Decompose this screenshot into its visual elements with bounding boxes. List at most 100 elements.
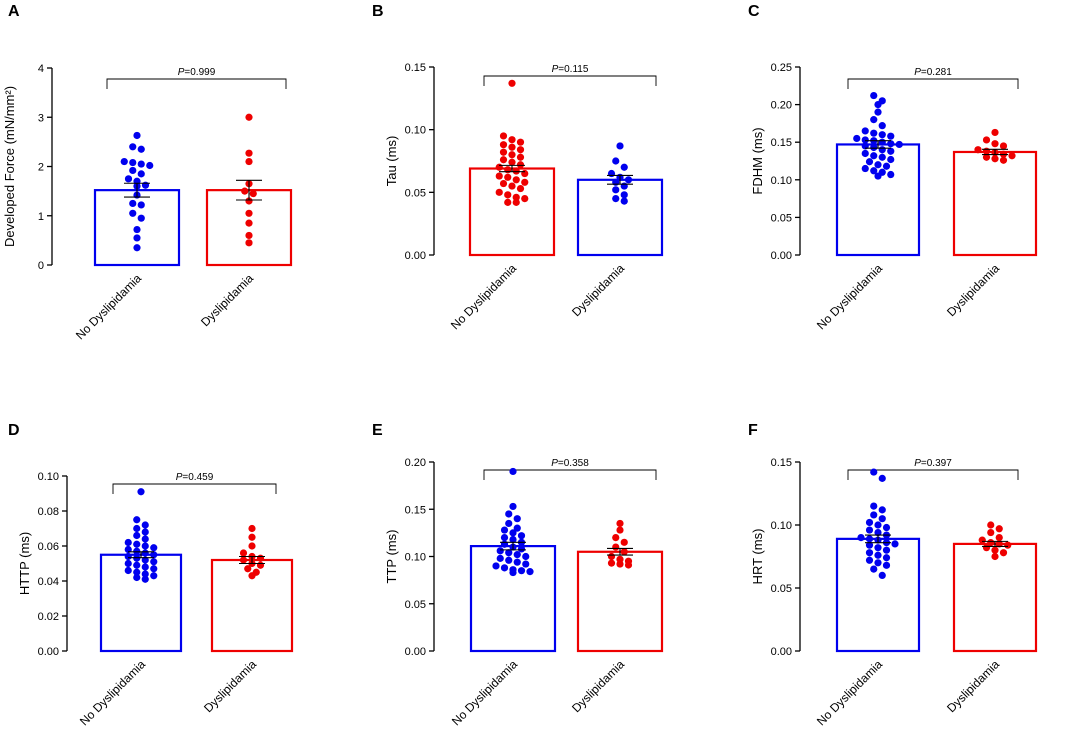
data-point — [508, 158, 516, 166]
data-point — [620, 197, 628, 205]
data-point — [612, 543, 620, 551]
y-tick-label: 0.10 — [405, 125, 426, 137]
data-point — [133, 573, 141, 582]
data-point — [624, 176, 633, 184]
y-tick-label: 0.15 — [405, 504, 426, 516]
data-point — [133, 516, 141, 524]
y-axis-label: FDHM (ms) — [750, 127, 765, 194]
category-label: Dyslipidamia — [944, 261, 1002, 319]
data-point — [870, 116, 878, 124]
data-point — [499, 132, 508, 140]
data-point — [1008, 152, 1016, 160]
data-point — [137, 145, 145, 153]
data-point — [133, 234, 141, 242]
data-point — [496, 554, 504, 562]
data-point — [870, 152, 878, 160]
data-point — [878, 122, 886, 130]
data-point — [861, 136, 869, 144]
category-label: Dyslipidamia — [569, 657, 627, 715]
data-point — [878, 474, 886, 482]
p-symbol: P — [914, 458, 921, 469]
data-point — [878, 506, 886, 514]
data-point — [508, 182, 516, 190]
data-point — [865, 158, 874, 166]
y-axis-label: Tau (ms) — [384, 136, 399, 187]
y-tick-label: 0.15 — [405, 62, 426, 74]
data-point — [982, 153, 991, 161]
data-point — [509, 467, 517, 476]
y-tick-label: 0.05 — [771, 583, 792, 595]
data-point — [499, 179, 508, 188]
y-tick-label: 0 — [38, 260, 44, 272]
data-point — [882, 561, 891, 569]
data-point — [878, 138, 886, 146]
y-tick-label: 0.00 — [771, 646, 792, 658]
chart-panel-e: E 0.00 0.05 0.10 0.15 0.20 TTP (ms) P=0.358 No D… — [372, 422, 664, 728]
significance-bracket — [106, 78, 287, 89]
data-point — [509, 535, 517, 544]
chart-panel-c: C 0.00 0.05 0.10 0.15 0.20 0.25 FDHM (ms) P=0.28… — [748, 3, 1038, 332]
y-tick-label: 0.05 — [771, 212, 792, 224]
data-point — [987, 521, 995, 529]
data-point — [991, 155, 999, 163]
data-point — [874, 528, 882, 537]
data-point — [499, 141, 508, 149]
data-point — [248, 533, 256, 541]
y-tick-label: 0.00 — [405, 646, 426, 658]
category-label: Dyslipidamia — [198, 271, 256, 329]
data-point — [870, 143, 878, 152]
data-point — [878, 131, 886, 139]
data-point — [245, 157, 253, 166]
data-point — [120, 157, 128, 166]
y-tick-label: 2 — [38, 162, 44, 174]
data-point — [509, 568, 517, 577]
data-point — [974, 146, 982, 154]
data-point — [504, 198, 512, 206]
data-point — [245, 231, 253, 240]
data-point — [505, 549, 513, 557]
data-point — [504, 191, 512, 199]
y-tick-label: 0.06 — [38, 541, 59, 553]
data-point — [141, 528, 149, 536]
bar-dyslipidamia — [952, 150, 1038, 257]
panel-letter: D — [8, 422, 20, 439]
data-point — [239, 549, 248, 557]
data-point — [509, 529, 517, 537]
data-point — [616, 526, 624, 534]
data-point — [248, 542, 256, 550]
data-point — [124, 538, 132, 547]
data-point — [620, 191, 628, 199]
category-label: Dyslipidamia — [201, 657, 259, 715]
data-point — [865, 549, 874, 557]
data-point — [521, 195, 529, 203]
data-point — [521, 169, 529, 178]
category-label: Dyslipidamia — [944, 657, 1002, 715]
data-point — [256, 554, 265, 562]
data-point — [887, 132, 895, 140]
data-point — [874, 521, 882, 529]
data-point — [874, 559, 882, 567]
bar-no-dyslipidamia — [469, 545, 557, 653]
data-point — [141, 549, 149, 557]
data-point — [870, 502, 878, 510]
data-point — [874, 544, 882, 552]
data-point — [516, 161, 525, 169]
data-point — [857, 534, 865, 542]
y-tick-label: 0.00 — [38, 646, 59, 658]
data-point — [508, 151, 516, 159]
y-tick-label: 1 — [38, 211, 44, 223]
data-point — [878, 571, 886, 580]
category-label: No Dyslipidamia — [77, 657, 148, 728]
data-point — [133, 244, 141, 252]
y-tick-label: 0.08 — [38, 506, 59, 518]
data-point — [245, 219, 253, 227]
data-point — [500, 526, 509, 534]
data-point — [865, 526, 874, 534]
data-point — [124, 175, 133, 183]
y-tick-label: 0.25 — [771, 62, 792, 74]
data-point — [526, 568, 534, 576]
data-point — [508, 79, 516, 87]
y-tick-label: 0.05 — [405, 599, 426, 611]
chart-panel-f: F 0.00 0.05 0.10 0.15 HRT (ms) P=0.397 No Dysli… — [748, 422, 1038, 728]
p-value-label: P=0.281 — [914, 67, 952, 78]
